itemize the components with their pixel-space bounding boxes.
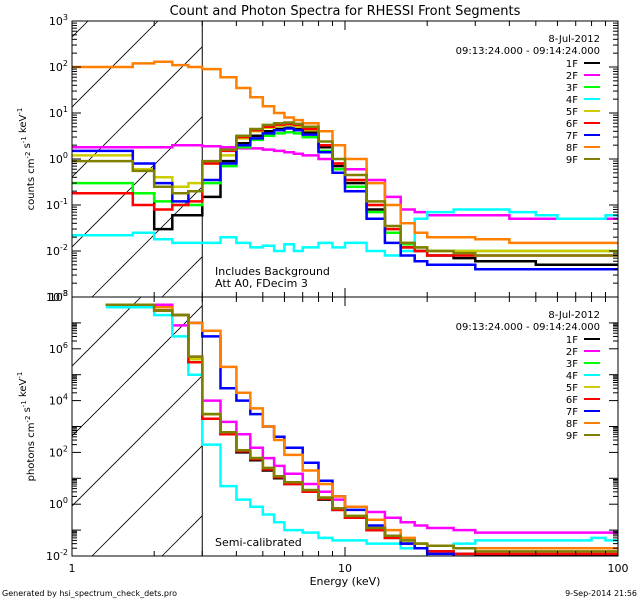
hatch-line (161, 515, 203, 556)
legend-item-8F: 8F (566, 143, 600, 154)
legend-label: 5F (566, 107, 578, 118)
hatch-line (0, 297, 1, 556)
series-line-2F (72, 143, 618, 221)
legend-label: 6F (566, 395, 578, 406)
y-tick-label: 106 (49, 341, 68, 356)
legend-label: 8F (566, 419, 578, 430)
series-line-2F (105, 303, 618, 534)
x-tick-label: 1 (69, 562, 76, 575)
y-tick-label: 104 (49, 393, 68, 408)
legend-item-6F: 6F (566, 395, 600, 406)
legend-item-5F: 5F (566, 383, 600, 394)
legend-label: 9F (566, 155, 578, 166)
annotation-text: Att A0, FDecim 3 (215, 277, 308, 290)
photons-date: 8-Jul-2012 (548, 310, 600, 321)
legend-item-2F: 2F (566, 347, 600, 358)
y-tick-label: 102 (49, 59, 68, 74)
photons-hatch-lines (0, 297, 631, 556)
series-line-9F (105, 303, 618, 553)
legend-label: 1F (566, 59, 578, 70)
legend-label: 9F (566, 431, 578, 442)
y-tick-label: 108 (49, 289, 68, 304)
legend-item-7F: 7F (566, 131, 600, 142)
hatch-line (72, 46, 203, 178)
chart-title: Count and Photon Spectra for RHESSI Fron… (170, 4, 521, 19)
y-tick-label: 10-3 (46, 289, 68, 304)
legend-item-3F: 3F (566, 359, 600, 370)
series-line-9F (72, 121, 618, 257)
hatch-line (302, 297, 561, 556)
counts-date: 8-Jul-2012 (548, 34, 600, 45)
legend-label: 8F (566, 143, 578, 154)
legend-item-1F: 1F (566, 59, 600, 70)
legend-label: 3F (566, 83, 578, 94)
legend-item-3F: 3F (566, 83, 600, 94)
counts-y-axis-label: counts cm-2 s-1 keV-1 (16, 108, 37, 211)
series-line-7F (105, 303, 455, 556)
annotation-text: Semi-calibrated (215, 536, 302, 549)
series-line-8F (105, 303, 618, 550)
counts-time-range: 09:13:24.000 - 09:14:24.000 (456, 46, 600, 57)
y-tick-label: 100 (49, 151, 68, 166)
legend-label: 2F (566, 71, 578, 82)
x-tick-label: 100 (608, 562, 629, 575)
photons-y-axis-label: photons cm-2 s-1 keV-1 (16, 372, 37, 482)
legend-label: 6F (566, 119, 578, 130)
series-line-4F (72, 208, 618, 257)
hatch-line (72, 375, 203, 507)
y-tick-label: 101 (49, 105, 68, 120)
legend-item-9F: 9F (566, 155, 600, 166)
y-tick-label: 103 (49, 13, 68, 28)
legend-label: 7F (566, 407, 578, 418)
legend-label: 2F (566, 347, 578, 358)
counts-series-group (72, 60, 618, 271)
y-tick-label: 10-2 (46, 548, 68, 563)
hatch-line (91, 186, 203, 297)
footer-generated-by: Generated by hsi_spectrum_check_dets.pro (2, 589, 177, 598)
legend-label: 4F (566, 371, 578, 382)
legend-item-4F: 4F (566, 371, 600, 382)
hatch-line (72, 116, 203, 248)
legend-item-5F: 5F (566, 107, 600, 118)
x-axis-label: Energy (keV) (310, 575, 381, 588)
legend-item-9F: 9F (566, 431, 600, 442)
legend-item-8F: 8F (566, 419, 600, 430)
series-line-5F (105, 303, 618, 550)
hatch-line (72, 297, 142, 367)
footer-date-stamp: 9-Sep-2014 21:56 (565, 589, 637, 598)
legend-item-2F: 2F (566, 71, 600, 82)
hatch-line (91, 445, 203, 556)
photons-time-range: 09:13:24.000 - 09:14:24.000 (456, 322, 600, 333)
y-tick-label: 10-1 (46, 197, 68, 212)
hatch-line (72, 305, 203, 437)
hatch-line (0, 21, 18, 297)
y-tick-label: 10-2 (46, 243, 68, 258)
legend-item-7F: 7F (566, 407, 600, 418)
legend-label: 4F (566, 95, 578, 106)
photons-hatch-region (0, 297, 631, 556)
legend-label: 5F (566, 383, 578, 394)
series-line-3F (105, 303, 618, 550)
y-tick-label: 100 (49, 496, 68, 511)
x-tick-label: 10 (338, 562, 352, 575)
legend-item-4F: 4F (566, 95, 600, 106)
photons-series-group (105, 303, 618, 556)
series-line-4F (105, 306, 618, 550)
annotation-text: Includes Background (215, 265, 330, 278)
legend-item-1F: 1F (566, 335, 600, 346)
y-tick-label: 102 (49, 444, 68, 459)
legend-label: 7F (566, 131, 578, 142)
counts-panel: 10-3 10-2 10-1 100 101 102 103 counts cm-2 s-1 … (0, 13, 619, 304)
legend-label: 1F (566, 335, 578, 346)
legend-label: 3F (566, 359, 578, 370)
hatch-line (372, 297, 631, 556)
legend-item-6F: 6F (566, 119, 600, 130)
